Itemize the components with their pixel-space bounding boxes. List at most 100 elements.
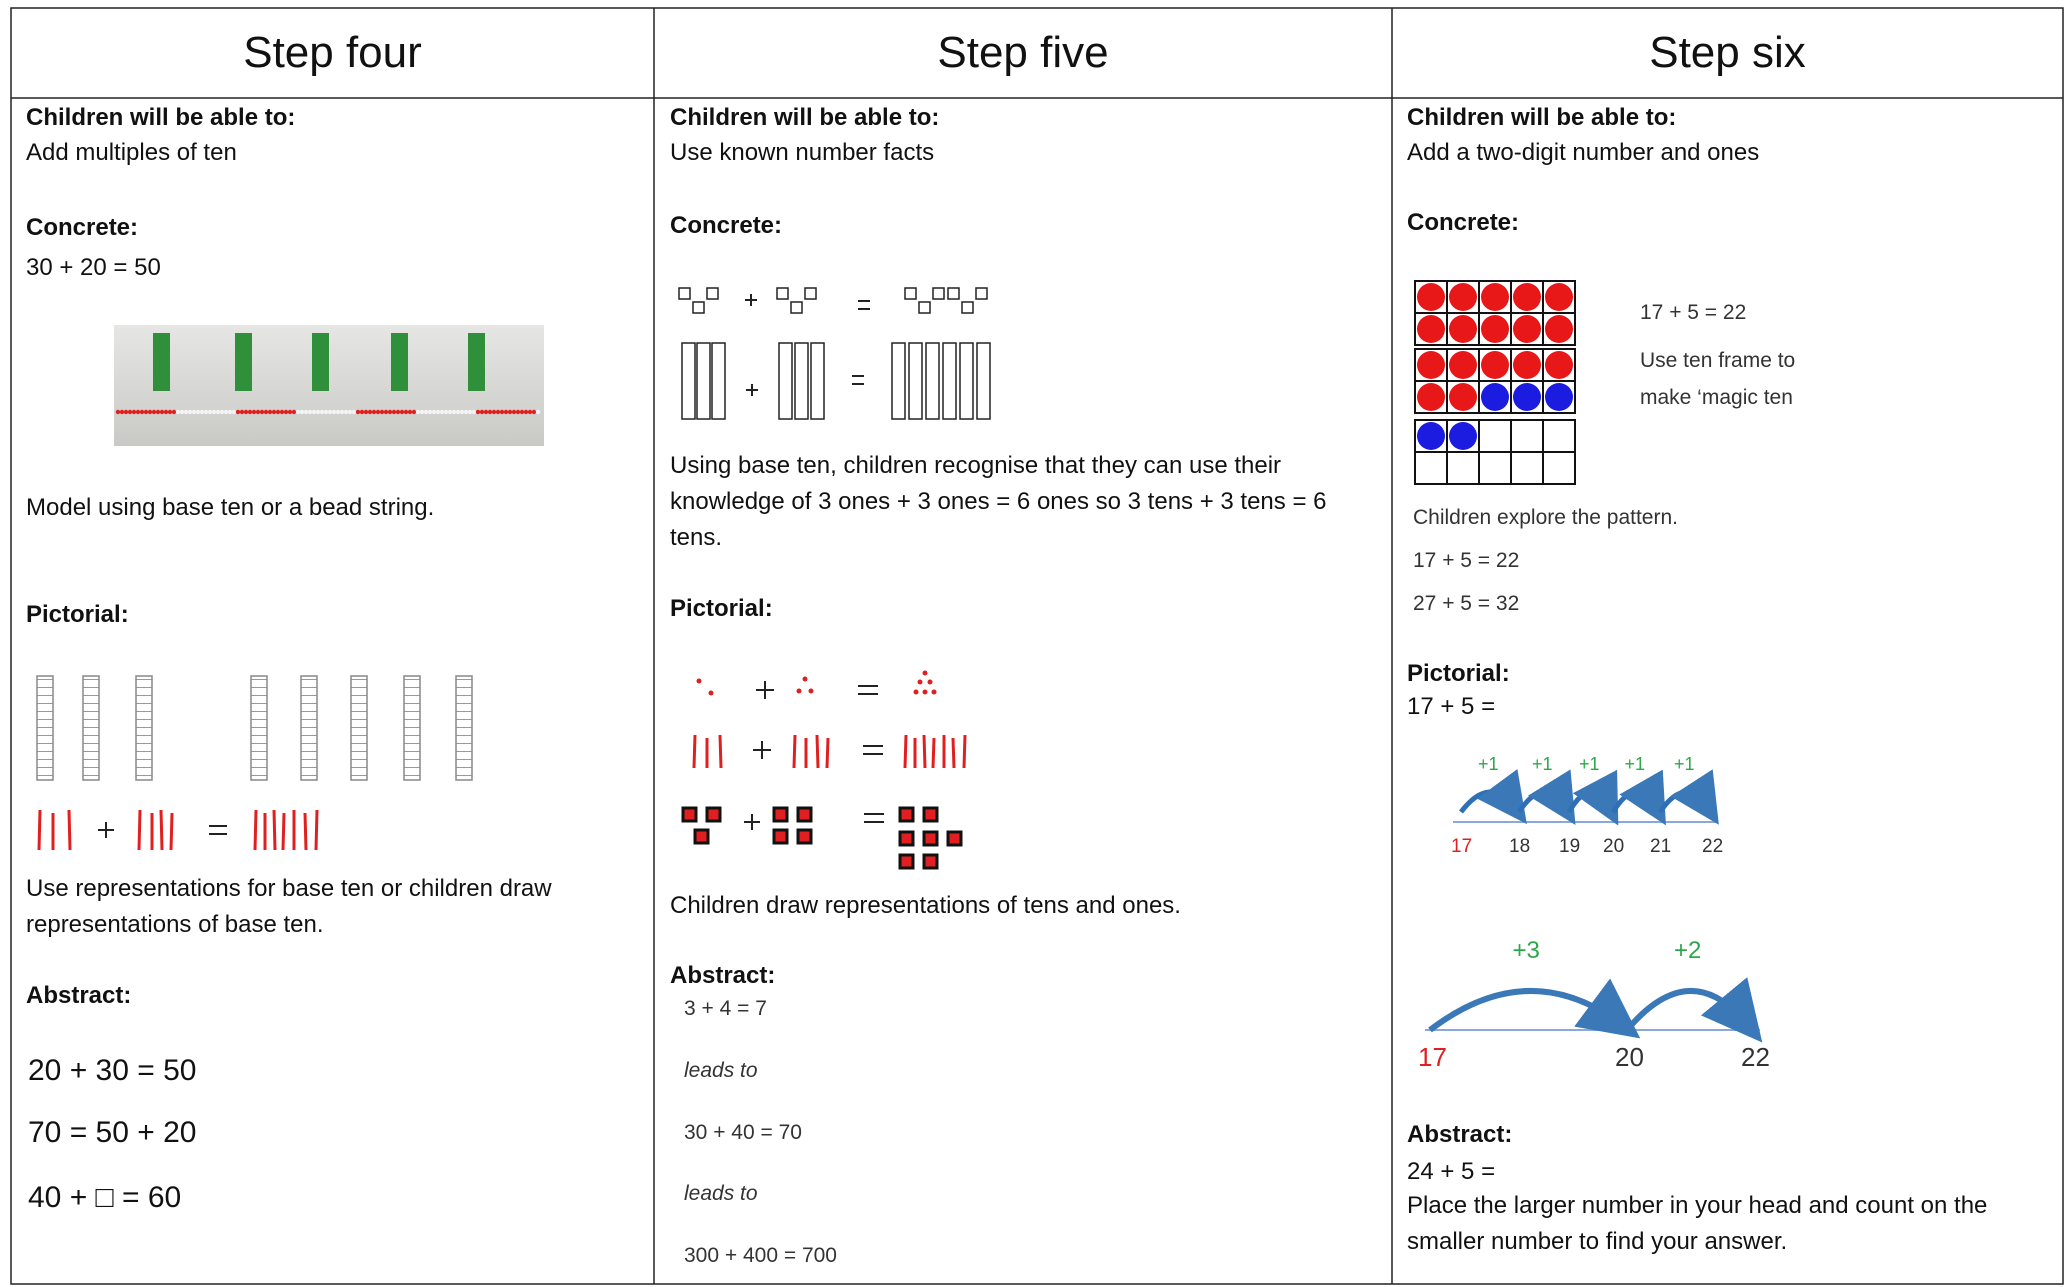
jump-label: +1 [1674, 754, 1695, 774]
unit-cube [975, 287, 988, 300]
bead [371, 409, 377, 415]
dot [796, 688, 802, 694]
counter [1545, 315, 1573, 343]
counter [1513, 351, 1541, 379]
tally-mark [718, 734, 723, 769]
rod [468, 333, 485, 391]
tally-mark [792, 734, 797, 769]
bead [407, 409, 413, 415]
bead [303, 409, 309, 415]
text: Add a two-digit number and ones [1407, 139, 1760, 166]
bead [447, 409, 453, 415]
ten-rod [908, 342, 923, 420]
bead [203, 409, 209, 415]
tally-mark [37, 809, 42, 851]
text: Add multiples of ten [26, 139, 237, 166]
label: Abstract: [26, 982, 132, 1009]
counter [1481, 315, 1509, 343]
bead [251, 409, 257, 415]
bead [147, 409, 153, 415]
label: Concrete: [26, 214, 139, 241]
bead [123, 409, 129, 415]
bead [419, 409, 425, 415]
bead [155, 409, 161, 415]
jump-label: +3 [1512, 937, 1540, 964]
bead [187, 409, 193, 415]
counter [1545, 383, 1573, 411]
base-ten-rod [135, 675, 153, 781]
bead [443, 409, 449, 415]
equation: 27 + 5 = 32 [1413, 592, 1520, 615]
bead [519, 409, 525, 415]
number-label: 22 [1702, 836, 1724, 857]
rod [312, 333, 329, 391]
tally-mark [951, 737, 956, 769]
bead [119, 409, 125, 415]
bead-photo [114, 325, 544, 446]
text: leads to [684, 1059, 758, 1082]
counter [1449, 315, 1477, 343]
bead [307, 409, 313, 415]
base-ten-drawing [36, 675, 473, 851]
unit-cube [804, 287, 817, 300]
frame-cell [1478, 451, 1512, 485]
bead [399, 409, 405, 415]
unit-cube [706, 287, 719, 300]
bead [411, 409, 417, 415]
bead [351, 409, 357, 415]
bead [207, 409, 213, 415]
number-label: 20 [1603, 836, 1625, 857]
bead [383, 409, 389, 415]
unit-square [705, 806, 722, 823]
bead [535, 409, 541, 415]
frame-cell [1510, 419, 1544, 453]
equation: 30 + 20 = 50 [26, 254, 161, 281]
bead [195, 409, 201, 415]
dot [802, 676, 808, 682]
bead [427, 409, 433, 415]
unit-cube [692, 301, 705, 314]
bead [487, 409, 493, 415]
bead [219, 409, 225, 415]
bead [467, 409, 473, 415]
bead [227, 409, 233, 415]
base-ten-rod [300, 675, 318, 781]
label: Children will be able to: [1407, 104, 1677, 131]
bead [215, 409, 221, 415]
counter [1449, 422, 1477, 450]
dot [927, 679, 933, 685]
tally-mark [303, 812, 308, 851]
base-ten-rod [36, 675, 54, 781]
equation: 24 + 5 = [1407, 1158, 1496, 1185]
bead [283, 409, 289, 415]
jump-arc [1657, 769, 1719, 825]
bead [151, 409, 157, 415]
tally-mark [922, 734, 927, 769]
ten-rod [942, 342, 957, 420]
unit-cube [790, 301, 803, 314]
unit-square [898, 853, 915, 870]
bead [435, 409, 441, 415]
unit-cube [947, 287, 960, 300]
equation: 17 + 5 = [1407, 693, 1496, 720]
dot [913, 689, 919, 695]
text: Children explore the pattern. [1413, 506, 1678, 529]
bead [167, 409, 173, 415]
bead [231, 409, 237, 415]
bead [191, 409, 197, 415]
bead [243, 409, 249, 415]
frame-cell [1478, 419, 1512, 453]
ten-rod [976, 342, 991, 420]
base-ten-rod [403, 675, 421, 781]
bead [459, 409, 465, 415]
bead [235, 409, 241, 415]
bead [239, 409, 245, 415]
unit-cube [904, 287, 917, 300]
text: leads to [684, 1182, 758, 1205]
bead [355, 409, 361, 415]
bead [159, 409, 165, 415]
counter [1545, 351, 1573, 379]
bead [503, 409, 509, 415]
bead [507, 409, 513, 415]
